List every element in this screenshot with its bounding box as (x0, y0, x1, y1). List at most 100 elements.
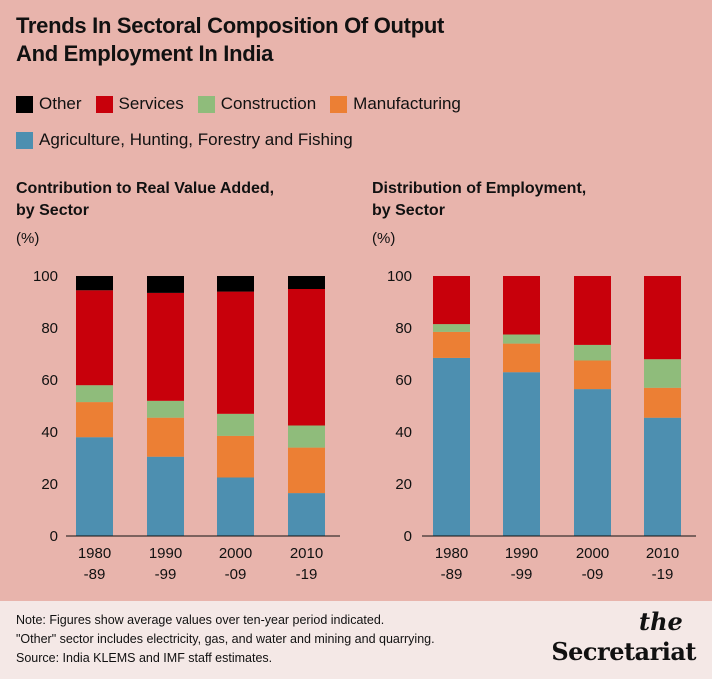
legend-label-construction: Construction (220, 94, 317, 113)
emp-bar-2010-services (644, 276, 681, 360)
va-xtick-label-2000-line-1: 2000 (219, 545, 252, 562)
va-bar-1980-construction (76, 385, 113, 403)
footer-source: Source: India KLEMS and IMF staff estima… (16, 651, 273, 665)
legend-item-manufacturing: Manufacturing (330, 94, 461, 114)
va-bar-1980-agriculture (76, 437, 113, 536)
va-bar-2010-other (288, 276, 325, 289)
emp-bar-1990-construction (503, 334, 540, 344)
va-bar-2000-services (217, 291, 254, 414)
legend-label-other: Other (39, 94, 82, 113)
legend-label-services: Services (118, 94, 184, 113)
emp-bar-2010-manufacturing (644, 387, 681, 418)
va-bar-2000-other (217, 276, 254, 292)
emp-bar-2000-agriculture (574, 389, 611, 536)
va-ytick-label-0: 0 (50, 528, 58, 545)
legend-item-agriculture: Agriculture, Hunting, Forestry and Fishi… (16, 130, 353, 150)
va-bar-1990-other (147, 276, 184, 293)
chart-title-employment-line-2: by Sector (372, 202, 445, 219)
va-xtick-label-1980-line-1: 1980 (78, 545, 111, 562)
charts-canvas: 0 20 40 60 80 100 1980 -89 1990 -99 2000 -09 2010 -19… (33, 268, 696, 583)
legend-swatch-manufacturing (330, 95, 348, 113)
va-xtick-label-1980-line-2: -89 (84, 566, 106, 583)
emp-xtick-label-1980-line-2: -89 (441, 566, 463, 583)
va-xtick-label-1990-line-1: 1990 (149, 545, 182, 562)
legend-row-2: Agriculture, Hunting, Forestry and Fishi… (16, 128, 706, 152)
chart-title-value-added-line-1: Contribution to Real Value Added, (16, 180, 275, 197)
legend-swatch-agriculture (16, 131, 33, 149)
emp-ytick-label-80: 80 (395, 320, 412, 337)
legend-row-1: Other Services Construction Manufacturin… (16, 92, 706, 116)
emp-bar-1990-services (503, 276, 540, 335)
va-bar-2010-services (288, 289, 325, 426)
emp-bar-2000-manufacturing (574, 360, 611, 390)
emp-xtick-label-2010-line-2: -19 (652, 566, 674, 583)
legend-swatch-services (95, 95, 113, 113)
legend-item-other: Other (16, 94, 82, 114)
chart-title-value-added: Contribution to Real Value Added, by Sec… (16, 178, 274, 222)
va-bar-1980-manufacturing (76, 402, 113, 438)
emp-bar-2000-construction (574, 344, 611, 361)
va-xtick-label-1990-line-2: -99 (155, 566, 177, 583)
page-title: Trends In Sectoral Composition Of Output… (16, 12, 576, 68)
emp-xtick-label-1990-line-1: 1990 (505, 545, 538, 562)
footer-notes: Note: Figures show average values over t… (16, 611, 435, 668)
va-bar-1990-manufacturing (147, 417, 184, 457)
va-bar-1990-agriculture (147, 456, 184, 536)
footer: Note: Figures show average values over t… (0, 601, 712, 679)
legend-label-manufacturing: Manufacturing (353, 94, 461, 113)
emp-bar-2010-agriculture (644, 417, 681, 536)
logo-the: the (639, 607, 683, 636)
va-ytick-label-80: 80 (41, 320, 58, 337)
emp-ytick-label-0: 0 (404, 528, 412, 545)
legend-swatch-other (16, 95, 33, 113)
emp-xtick-label-2000-line-1: 2000 (576, 545, 609, 562)
emp-bar-2010-construction (644, 359, 681, 388)
va-bar-1980-services (76, 290, 113, 386)
emp-bar-1980-services (433, 276, 470, 325)
emp-bar-1990-manufacturing (503, 343, 540, 373)
emp-bar-1990-agriculture (503, 372, 540, 536)
va-ytick-label-60: 60 (41, 372, 58, 389)
title-line-1: Trends In Sectoral Composition Of Output (16, 13, 445, 38)
footer-note-2: "Other" sector includes electricity, gas… (16, 632, 435, 646)
emp-ytick-label-100: 100 (387, 268, 412, 285)
va-xtick-label-2010-line-1: 2010 (290, 545, 323, 562)
chart-unit-employment: (%) (372, 230, 396, 247)
legend-swatch-construction (197, 95, 215, 113)
va-bar-2000-construction (217, 413, 254, 436)
emp-ytick-label-40: 40 (395, 424, 412, 441)
va-xtick-label-2000-line-2: -09 (225, 566, 247, 583)
va-ytick-label-40: 40 (41, 424, 58, 441)
emp-xtick-label-2010-line-1: 2010 (646, 545, 679, 562)
emp-xtick-label-1980-line-1: 1980 (435, 545, 468, 562)
va-ytick-label-100: 100 (33, 268, 58, 285)
emp-bar-1980-agriculture (433, 357, 470, 536)
legend-item-construction: Construction (197, 94, 317, 114)
legend-label-agriculture: Agriculture, Hunting, Forestry and Fishi… (39, 130, 353, 149)
va-bar-2000-agriculture (217, 477, 254, 536)
va-bar-1990-services (147, 292, 184, 401)
emp-bar-2000-services (574, 276, 611, 345)
legend-item-services: Services (95, 94, 184, 114)
emp-bar-1980-manufacturing (433, 331, 470, 358)
va-bar-2010-manufacturing (288, 447, 325, 494)
emp-bar-1980-construction (433, 324, 470, 332)
title-line-2: And Employment In India (16, 41, 274, 66)
va-ytick-label-20: 20 (41, 476, 58, 493)
va-bar-1980-other (76, 276, 113, 291)
chart-title-employment-line-1: Distribution of Employment, (372, 180, 587, 197)
emp-ytick-label-20: 20 (395, 476, 412, 493)
footer-note-1: Note: Figures show average values over t… (16, 613, 385, 627)
va-xtick-label-2010-line-2: -19 (296, 566, 318, 583)
va-bar-2010-construction (288, 425, 325, 448)
emp-ytick-label-60: 60 (395, 372, 412, 389)
chart-unit-value-added: (%) (16, 230, 40, 247)
legend: Other Services Construction Manufacturin… (16, 92, 706, 164)
va-bar-1990-construction (147, 400, 184, 418)
emp-xtick-label-1990-line-2: -99 (511, 566, 533, 583)
chart-title-employment: Distribution of Employment, by Sector (372, 178, 586, 222)
emp-xtick-label-2000-line-2: -09 (582, 566, 604, 583)
logo-secretariat: Secretariat (551, 637, 696, 666)
va-bar-2000-manufacturing (217, 435, 254, 478)
va-bar-2010-agriculture (288, 493, 325, 536)
